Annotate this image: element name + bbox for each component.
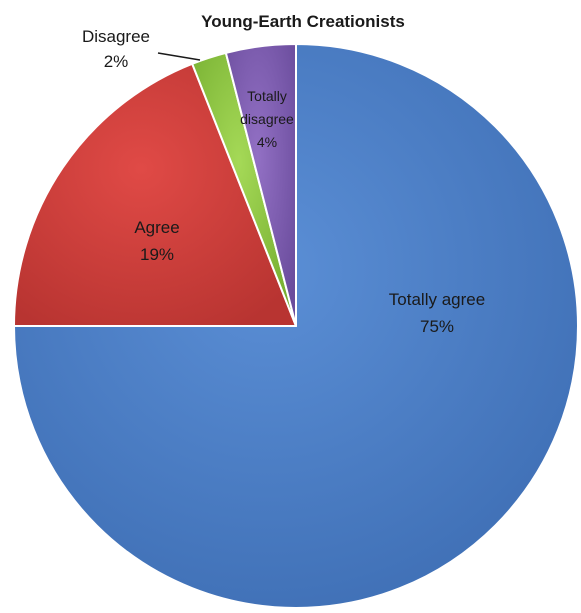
- slice-label-name-line1: Totally: [247, 88, 287, 104]
- leader-line: [157, 52, 201, 61]
- slice-label-name: Agree: [134, 218, 179, 237]
- slice-label-name: Disagree: [82, 27, 150, 46]
- slice-totally-disagree: [224, 43, 297, 327]
- slice-label-totally-agree: Totally agree 75%: [389, 290, 485, 336]
- slice-totally-agree: [13, 43, 579, 609]
- slice-label-totally-disagree: Totally disagree 4%: [240, 88, 294, 150]
- slice-label-name: Totally agree: [389, 290, 485, 309]
- chart-title: Young-Earth Creationists: [201, 12, 405, 31]
- slice-label-percent: 4%: [257, 134, 277, 150]
- slice-label-agree: Agree 19%: [134, 218, 179, 264]
- slice-label-disagree: Disagree 2%: [82, 27, 201, 71]
- slice-agree: [13, 62, 297, 327]
- slice-label-percent: 75%: [420, 317, 454, 336]
- slice-label-percent: 19%: [140, 245, 174, 264]
- slice-label-percent: 2%: [104, 52, 129, 71]
- slice-label-name-line2: disagree: [240, 111, 294, 127]
